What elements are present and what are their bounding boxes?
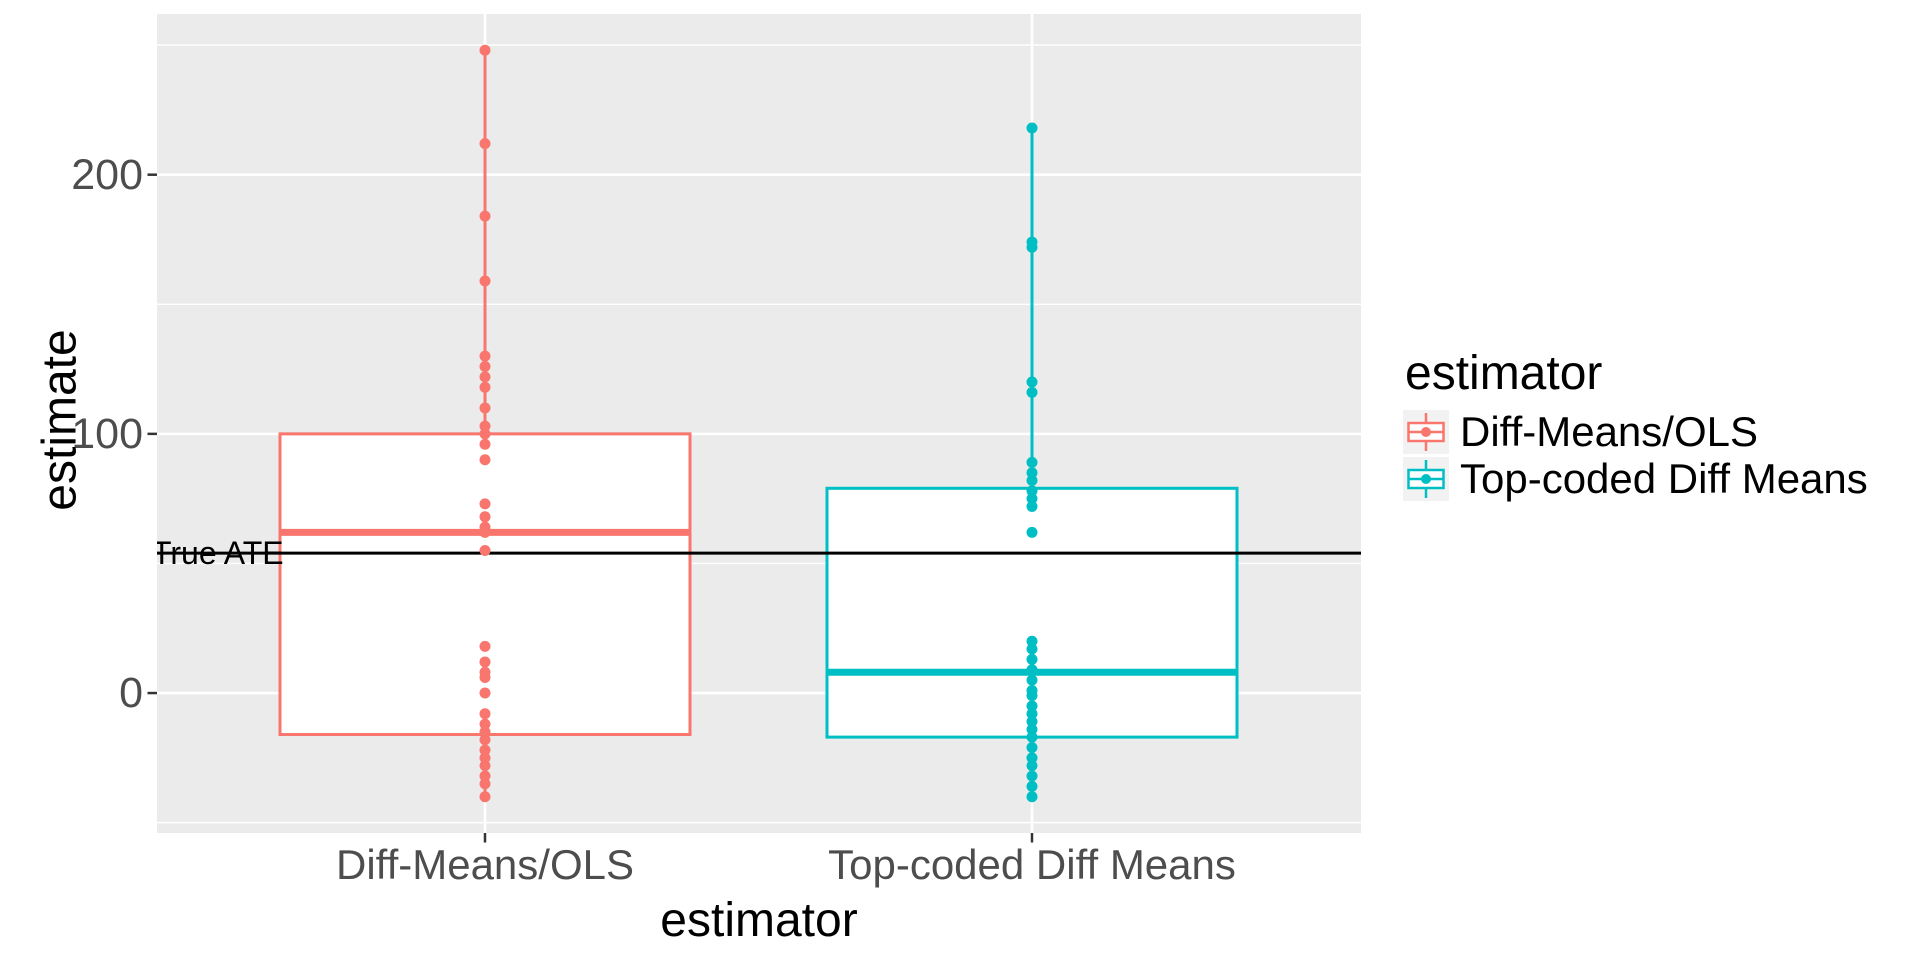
jitter-point	[1026, 674, 1038, 686]
jitter-point	[479, 708, 491, 720]
jitter-point	[479, 381, 491, 393]
jitter-point	[1026, 376, 1038, 388]
jitter-point	[1026, 122, 1038, 134]
jitter-point	[479, 420, 491, 432]
jitter-point	[479, 544, 491, 556]
jitter-point	[479, 428, 491, 440]
jitter-point	[1026, 475, 1038, 487]
jitter-point	[1026, 700, 1038, 712]
x-category-label-top-coded: Top-coded Diff Means	[828, 841, 1236, 888]
jitter-point	[479, 402, 491, 414]
jitter-point	[1026, 716, 1038, 728]
jitter-point	[1026, 526, 1038, 538]
jitter-point	[1026, 635, 1038, 647]
jitter-point	[479, 44, 491, 56]
jitter-point	[479, 726, 491, 738]
jitter-point	[1026, 664, 1038, 676]
jitter-point	[479, 640, 491, 652]
jitter-point	[479, 744, 491, 756]
legend-entry-diff-means-ols: Diff-Means/OLS	[1460, 408, 1758, 455]
jitter-point	[479, 526, 491, 538]
jitter-point	[1026, 500, 1038, 512]
jitter-point	[479, 138, 491, 150]
jitter-point	[1026, 752, 1038, 764]
jitter-point	[1026, 760, 1038, 772]
jitter-point	[1026, 653, 1038, 665]
y-tick-label-200: 200	[71, 150, 143, 199]
jitter-point	[1026, 643, 1038, 655]
jitter-point	[1026, 241, 1038, 253]
legend-glyph-point	[1421, 474, 1431, 484]
jitter-point	[479, 371, 491, 383]
jitter-point	[1026, 723, 1038, 735]
jitter-point	[479, 671, 491, 683]
jitter-point	[1026, 741, 1038, 753]
jitter-point	[479, 752, 491, 764]
jitter-point	[479, 210, 491, 222]
jitter-point	[1026, 780, 1038, 792]
jitter-point	[479, 438, 491, 450]
x-axis-title: estimator	[660, 894, 858, 947]
jitter-point	[479, 687, 491, 699]
jitter-point	[479, 760, 491, 772]
jitter-point	[479, 656, 491, 668]
jitter-point	[1026, 467, 1038, 479]
y-axis-title: estimate	[33, 329, 87, 511]
jitter-point	[1026, 791, 1038, 803]
jitter-point	[479, 350, 491, 362]
jitter-point	[479, 454, 491, 466]
jitter-point	[479, 791, 491, 803]
jitter-point	[479, 778, 491, 790]
jitter-point	[479, 734, 491, 746]
y-tick-label-100: 100	[71, 409, 143, 458]
jitter-point	[1026, 386, 1038, 398]
jitter-point	[1026, 485, 1038, 497]
jitter-point	[1026, 456, 1038, 468]
y-tick-label-0: 0	[119, 669, 143, 718]
jitter-point	[1026, 493, 1038, 505]
legend-title: estimator	[1405, 347, 1603, 400]
jitter-point	[479, 511, 491, 523]
jitter-point	[479, 718, 491, 730]
jitter-point	[479, 770, 491, 782]
legend-glyph-point	[1421, 427, 1431, 437]
jitter-point	[479, 275, 491, 287]
jitter-point	[1026, 690, 1038, 702]
jitter-point	[479, 360, 491, 372]
jitter-point	[1026, 770, 1038, 782]
x-category-label-diff-means-ols: Diff-Means/OLS	[336, 841, 634, 888]
jitter-point	[1026, 731, 1038, 743]
jitter-point	[479, 498, 491, 510]
jitter-point	[1026, 708, 1038, 720]
legend-entry-top-coded: Top-coded Diff Means	[1460, 455, 1868, 502]
